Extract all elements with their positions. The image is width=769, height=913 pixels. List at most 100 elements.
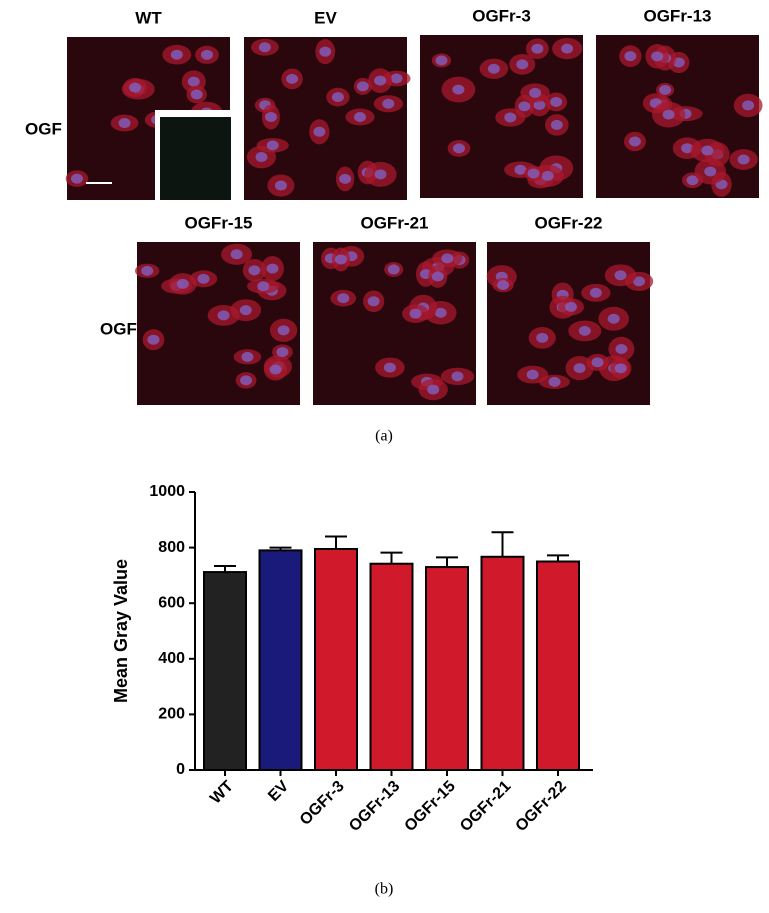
nucleus: [434, 307, 447, 318]
nucleus: [518, 101, 531, 112]
y-tick-label: 200: [158, 706, 185, 723]
nucleus: [659, 84, 672, 95]
nucleus: [190, 89, 203, 100]
nucleus: [383, 362, 396, 373]
nucleus: [550, 96, 563, 107]
nucleus: [217, 310, 230, 321]
nucleus: [255, 152, 268, 163]
row-label: OGF: [100, 319, 137, 338]
nucleus: [435, 55, 448, 66]
nucleus: [129, 82, 142, 93]
nucleus: [176, 278, 189, 289]
y-tick-label: 400: [158, 650, 185, 667]
nucleus: [374, 169, 387, 180]
nucleus: [274, 180, 287, 191]
nucleus: [526, 369, 539, 380]
nucleus: [589, 287, 602, 298]
bar: [536, 560, 580, 771]
x-tick-label: OGFr-13: [346, 778, 403, 835]
nucleus: [248, 265, 261, 276]
nucleus: [276, 347, 289, 358]
nucleus: [431, 271, 444, 282]
inset: [160, 117, 231, 200]
nucleus: [550, 119, 563, 130]
nucleus: [504, 112, 517, 123]
image-label: OGFr-22: [534, 213, 602, 232]
nucleus: [573, 363, 586, 374]
nucleus: [451, 371, 464, 382]
y-tick-label: 1000: [149, 483, 185, 500]
nucleus: [339, 173, 352, 184]
nucleus: [742, 100, 755, 111]
x-tick-label: OGFr-15: [402, 778, 459, 835]
nucleus: [334, 254, 347, 265]
nucleus: [548, 376, 561, 387]
y-axis-label: Mean Gray Value: [111, 559, 131, 703]
x-tick-label: OGFr-22: [513, 778, 570, 835]
nucleus: [607, 313, 620, 324]
nucleus: [565, 301, 578, 312]
image-label: OGFr-13: [643, 6, 711, 25]
nucleus: [514, 164, 527, 175]
caption: (b): [375, 881, 394, 898]
nucleus: [614, 270, 627, 281]
y-tick-label: 800: [158, 539, 185, 556]
nucleus: [591, 357, 604, 368]
nucleus: [651, 51, 664, 62]
micrograph: [135, 242, 300, 405]
nucleus: [374, 75, 387, 86]
nucleus: [529, 87, 542, 98]
nucleus: [536, 332, 549, 343]
micrograph: [420, 35, 583, 198]
bar: [314, 547, 358, 771]
nucleus: [441, 253, 454, 264]
row-label: OGF: [25, 119, 62, 138]
bar: [369, 562, 414, 771]
nucleus: [241, 351, 254, 362]
nucleus: [337, 293, 350, 304]
nucleus: [187, 76, 200, 87]
nucleus: [578, 325, 591, 336]
image-label: OGFr-15: [184, 213, 252, 232]
nucleus: [737, 154, 750, 165]
bar: [480, 555, 525, 771]
nucleus: [367, 296, 380, 307]
image-label: OGFr-3: [472, 6, 531, 25]
micrograph: [596, 35, 763, 198]
x-tick-label: OGFr-3: [297, 778, 348, 829]
nucleus: [387, 264, 400, 275]
nucleus: [147, 334, 160, 345]
nucleus: [531, 43, 544, 54]
nucleus: [200, 49, 213, 60]
nucleus: [264, 111, 277, 122]
nucleus: [266, 263, 279, 274]
bar: [258, 549, 303, 771]
image-label: EV: [314, 8, 337, 27]
x-tick-label: OGFr-21: [457, 778, 514, 835]
bar: [425, 566, 469, 771]
nucleus: [686, 175, 699, 186]
nucleus: [239, 305, 252, 316]
image-label: OGFr-21: [360, 213, 428, 232]
nucleus: [197, 273, 210, 284]
nucleus: [427, 384, 440, 395]
nucleus: [141, 265, 154, 276]
nucleus: [258, 42, 271, 53]
nucleus: [266, 140, 279, 151]
nucleus: [356, 81, 369, 92]
nucleus: [331, 92, 344, 103]
nucleus: [615, 343, 628, 354]
nucleus: [662, 109, 675, 120]
nucleus: [561, 43, 574, 54]
y-tick-label: 0: [176, 761, 185, 778]
nucleus: [170, 49, 183, 60]
nucleus: [240, 375, 253, 386]
nucleus: [541, 170, 554, 181]
nucleus: [257, 281, 270, 292]
nucleus: [269, 364, 282, 375]
micrograph: [65, 37, 235, 205]
micrograph: [313, 242, 476, 405]
nucleus: [382, 98, 395, 109]
nucleus: [701, 145, 714, 156]
